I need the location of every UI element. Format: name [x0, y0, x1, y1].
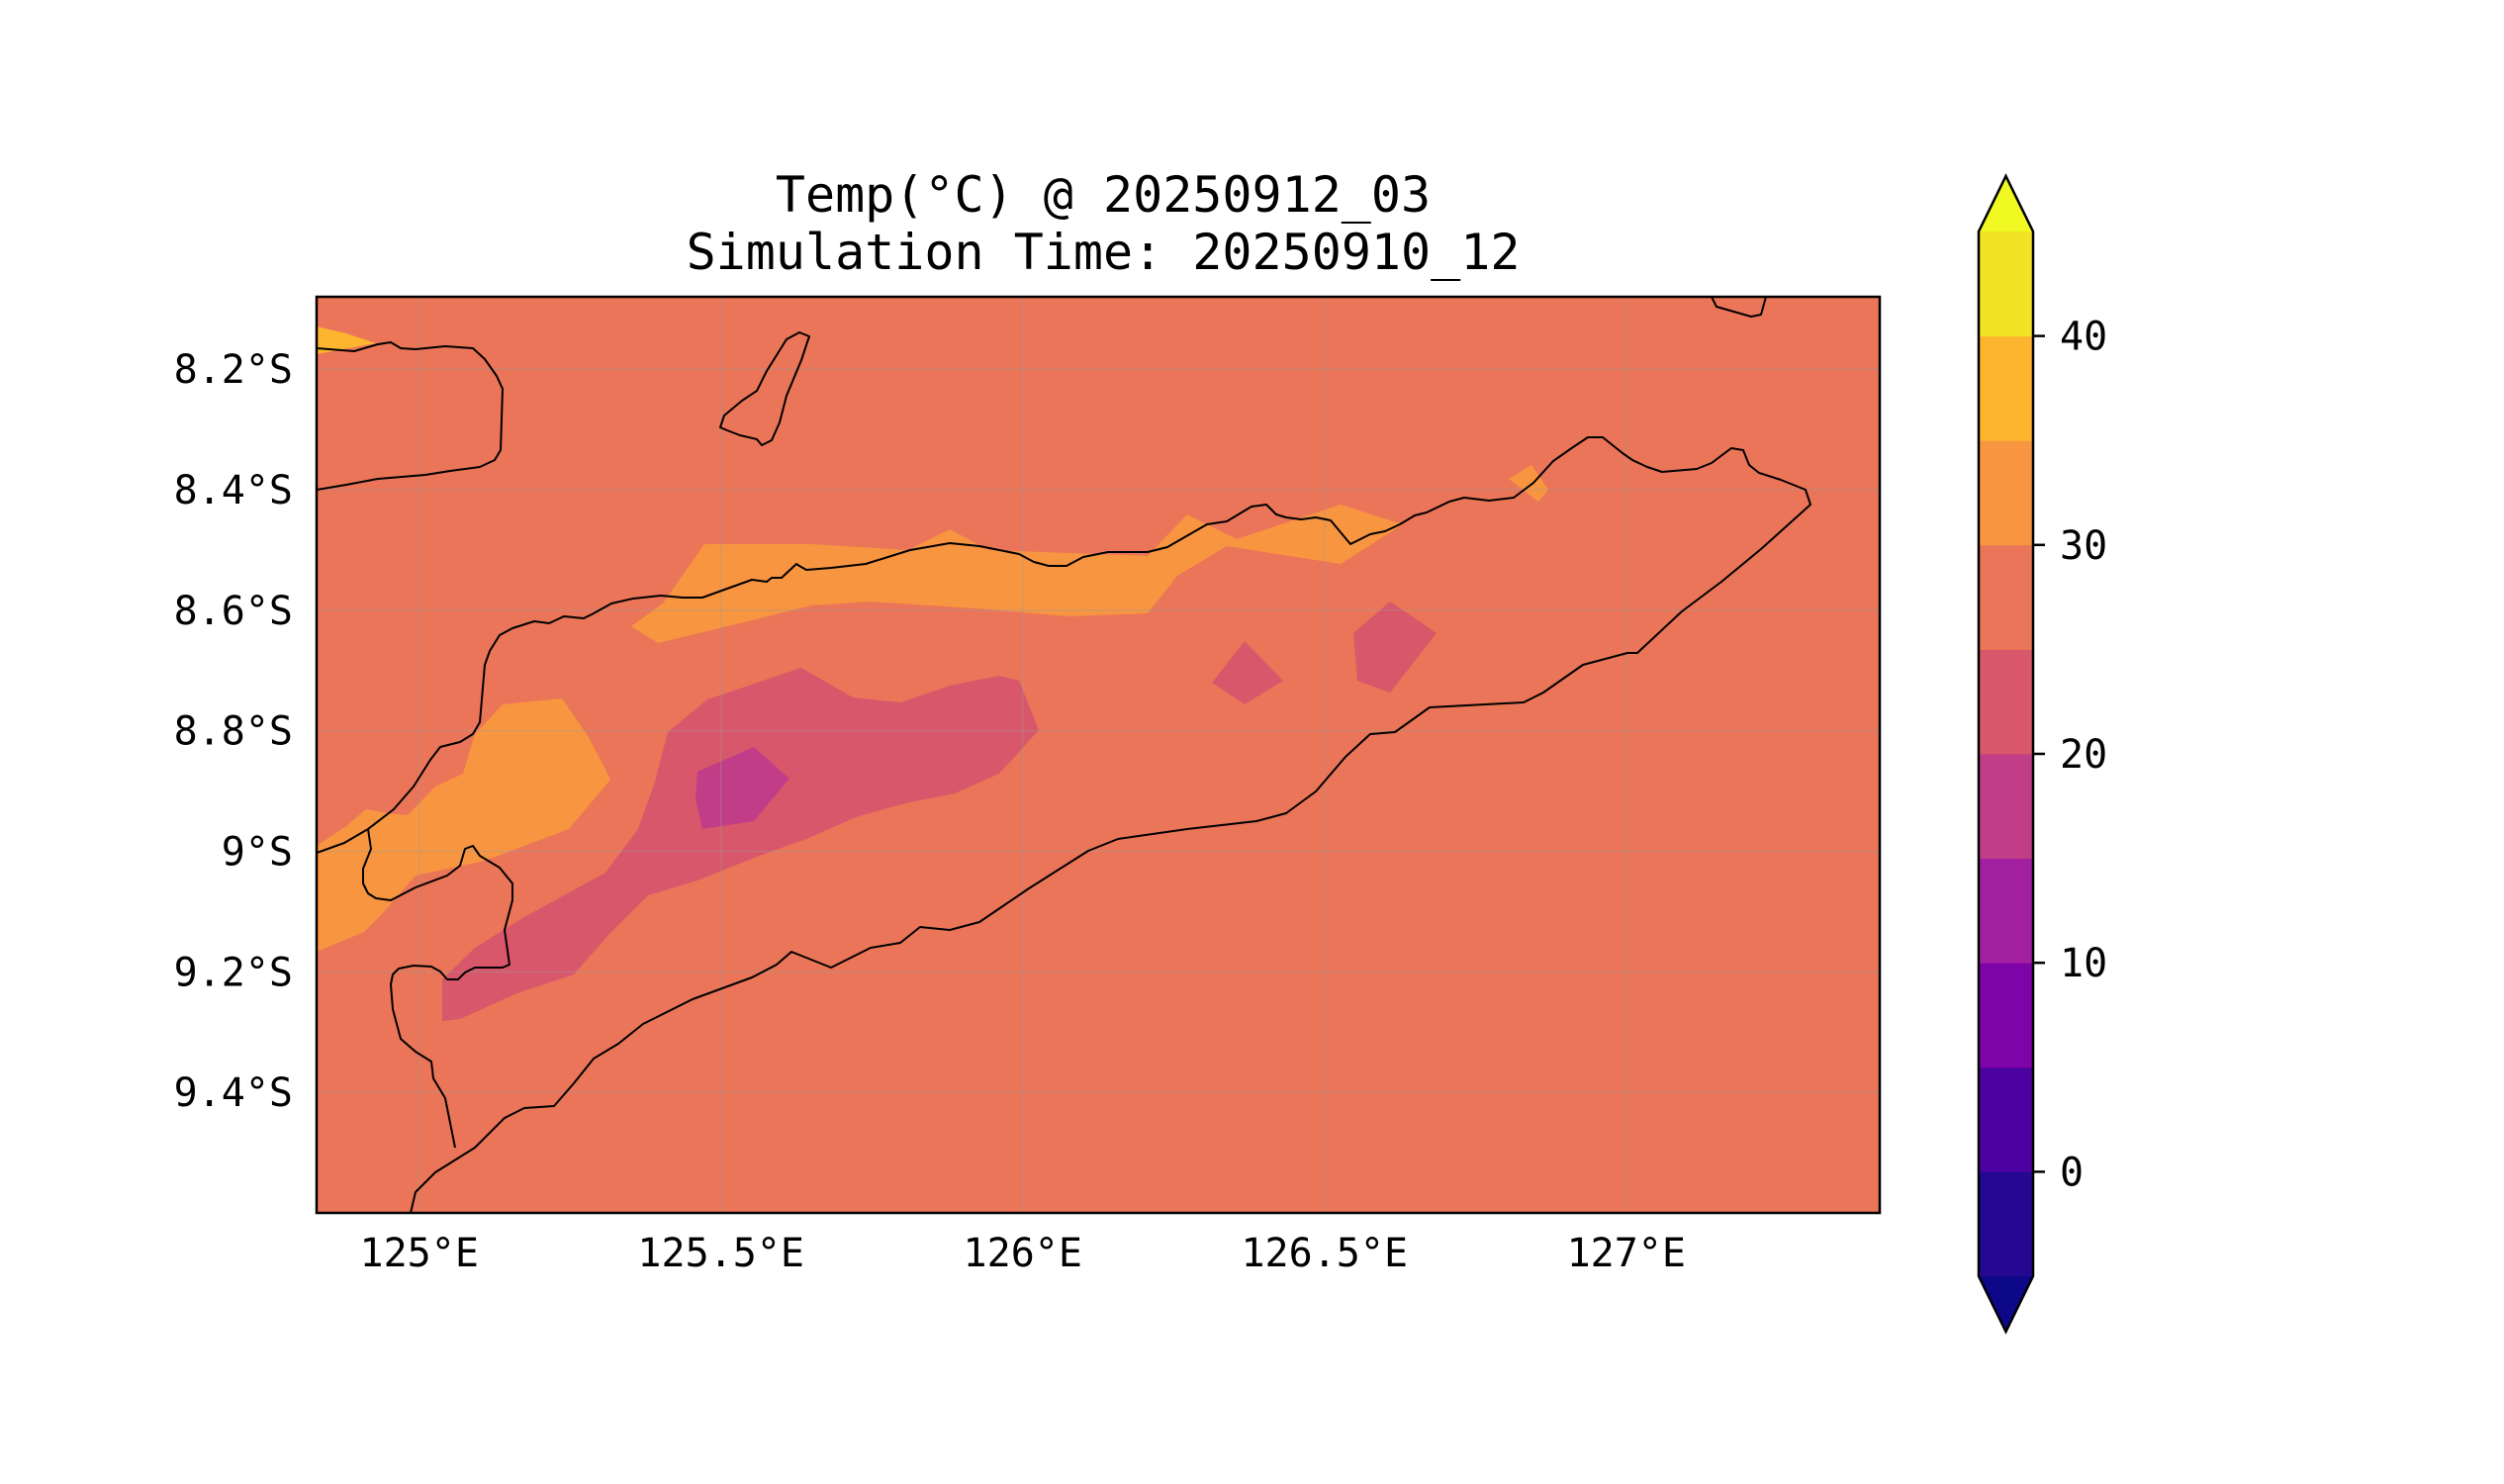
lon-tick-label: 125.5°E: [637, 1231, 804, 1276]
colorbar-band: [1979, 440, 2033, 546]
coastline-northeast-island: [1711, 297, 1767, 318]
map-subtitle: Simulation Time: 20250910_12: [686, 224, 1521, 281]
map-frame: [315, 295, 1882, 1215]
contour-15-20-core: [696, 747, 789, 829]
contour-35-40-northwest-edge: [317, 326, 376, 354]
contour-20-25-east-small: [1212, 641, 1283, 704]
lat-tick-label: 9.2°S: [174, 950, 293, 995]
lon-tick-label: 126.5°E: [1241, 1231, 1408, 1276]
colorbar-tick-label: 30: [2060, 523, 2107, 569]
contour-30-35-west-coast: [317, 698, 610, 952]
contour-20-25-central: [442, 668, 1039, 1021]
latitude-axis: 8.2°S 8.4°S 8.6°S 8.8°S 9°S 9.2°S 9.4°S: [174, 347, 293, 1116]
colorbar-band: [1979, 754, 2033, 860]
lat-tick-label: 9°S: [222, 829, 293, 875]
lon-tick-label: 126°E: [964, 1231, 1082, 1276]
colorbar-over-extension: [1979, 176, 2033, 232]
coastline-atauro-island: [719, 331, 810, 446]
coastline-northwest-island: [317, 341, 504, 491]
colorbar-band: [1979, 1171, 2033, 1277]
colorbar-band: [1979, 544, 2033, 650]
lat-tick-label: 9.4°S: [174, 1070, 293, 1116]
colorbar-band: [1979, 858, 2033, 964]
colorbar-tick-label: 40: [2060, 315, 2107, 360]
colorbar-tick-label: 0: [2060, 1150, 2084, 1195]
contour-20-25-east-large: [1353, 602, 1437, 693]
coastline-timor-island: [317, 436, 1811, 1213]
longitude-axis: 125°E 125.5°E 126°E 126.5°E 127°E: [359, 1231, 1685, 1276]
lat-tick-label: 8.8°S: [174, 709, 293, 755]
lon-tick-label: 127°E: [1567, 1231, 1686, 1276]
lat-tick-label: 8.6°S: [174, 589, 293, 634]
colorbar-outline: [1977, 173, 2035, 1335]
lon-tick-label: 125°E: [359, 1231, 478, 1276]
map-plot-area: [315, 295, 1882, 1215]
colorbar: 0 10 20 30 40: [1977, 173, 2107, 1335]
lat-tick-label: 8.2°S: [174, 347, 293, 393]
colorbar-ticks: 0 10 20 30 40: [2033, 315, 2107, 1195]
colorbar-band: [1979, 649, 2033, 755]
temperature-contours: [317, 326, 1548, 1021]
colorbar-band: [1979, 335, 2033, 441]
colorbar-tick-label: 10: [2060, 941, 2107, 986]
map-gridlines: [317, 297, 1880, 1213]
colorbar-tick-label: 20: [2060, 732, 2107, 778]
lat-tick-label: 8.4°S: [174, 468, 293, 513]
colorbar-band: [1979, 963, 2033, 1068]
colorbar-under-extension: [1979, 1276, 2033, 1332]
contour-30-35-north-coast: [631, 505, 1403, 643]
contour-30-35-northeast-patch: [1509, 465, 1548, 502]
coastlines: [317, 297, 1811, 1213]
coastline-timor-southwest-lobe: [362, 828, 513, 1149]
colorbar-band: [1979, 1067, 2033, 1172]
map-title: Temp(°C) @ 20250912_03: [775, 166, 1432, 224]
colorbar-band: [1979, 232, 2033, 337]
colorbar-bands: [1979, 232, 2033, 1277]
